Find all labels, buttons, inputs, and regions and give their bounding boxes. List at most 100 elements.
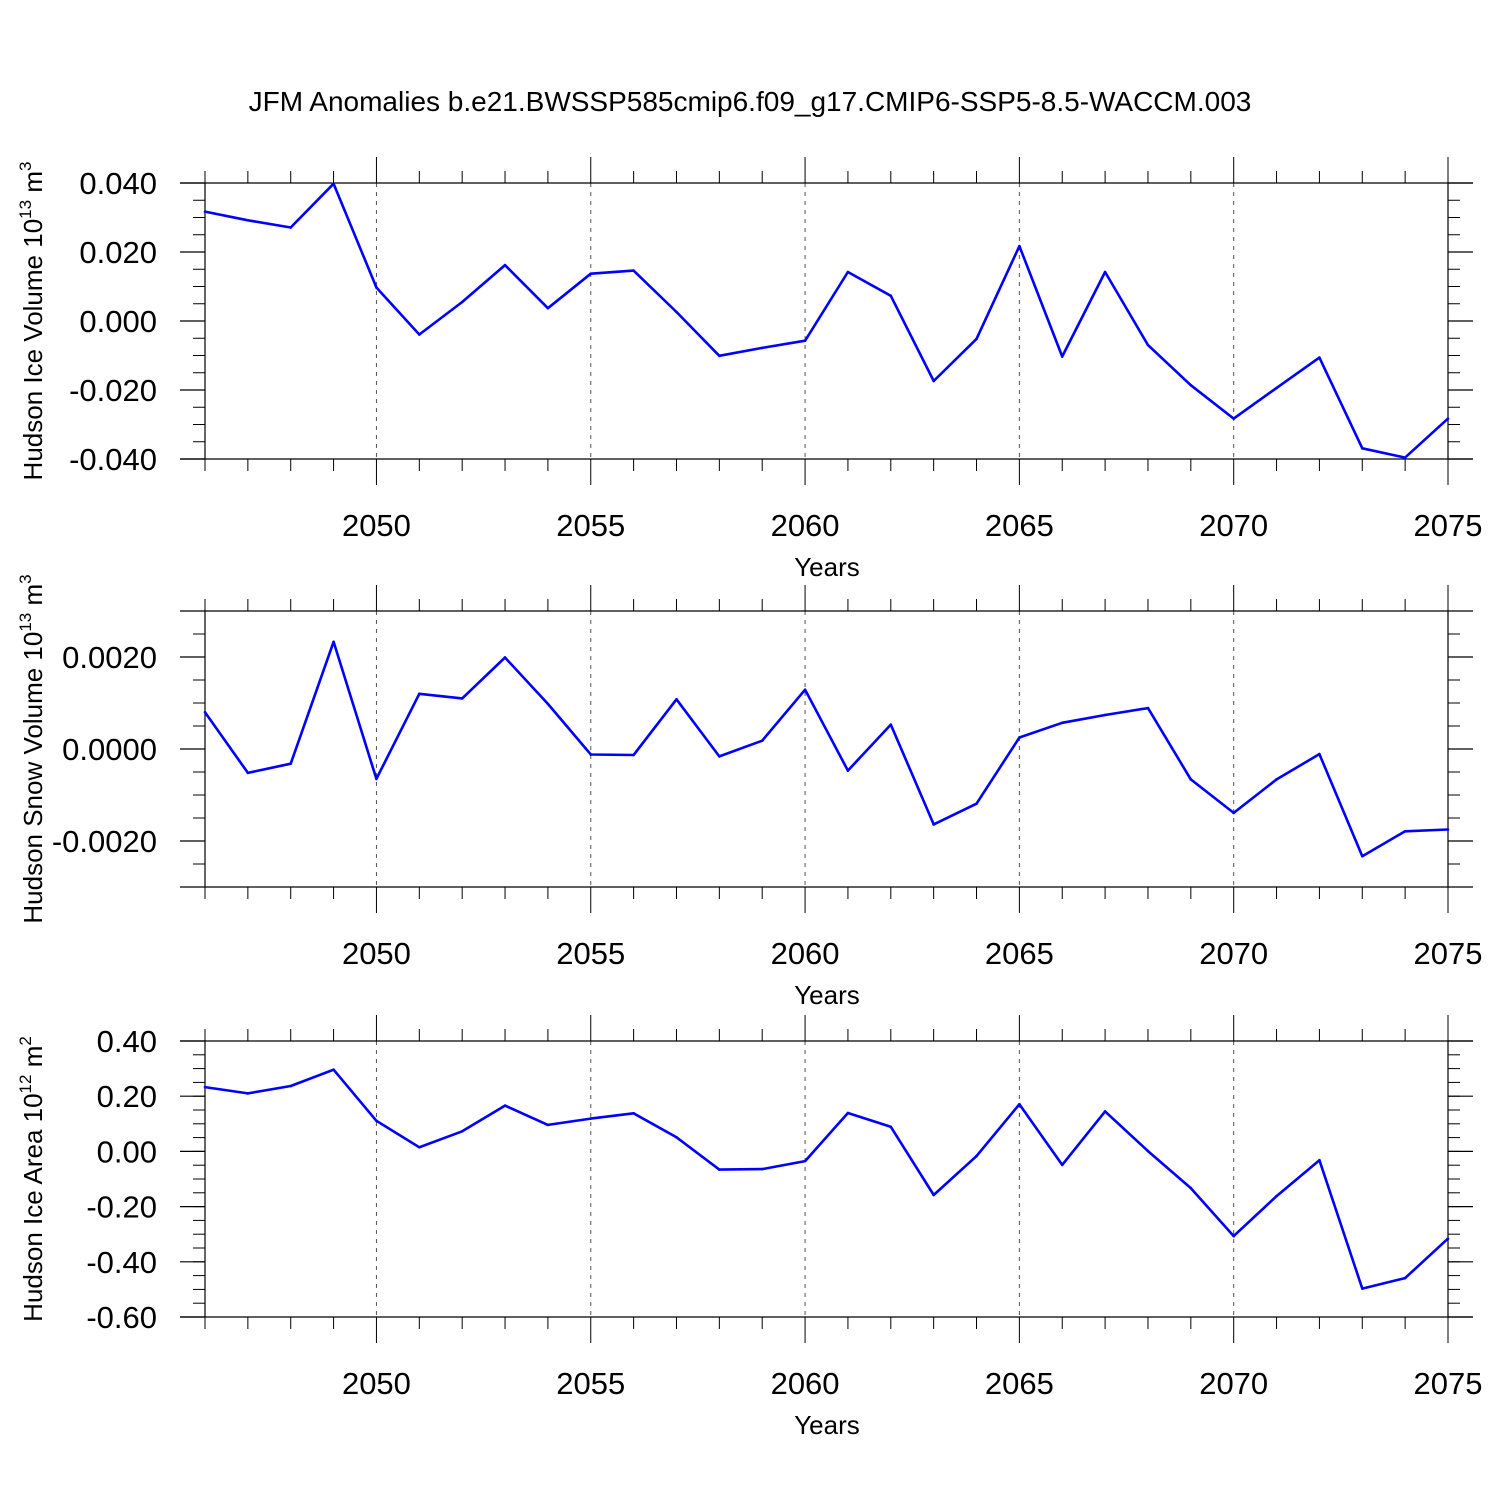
data-point	[375, 1119, 378, 1123]
data-point	[975, 337, 978, 341]
data-point	[1360, 447, 1364, 450]
y-tick-label: 0.40	[97, 1024, 157, 1059]
data-point	[932, 379, 935, 383]
x-tick-label: 2050	[342, 1366, 411, 1401]
x-tick-label: 2055	[556, 508, 625, 543]
data-point	[589, 753, 593, 756]
data-point	[632, 269, 635, 272]
data-point	[1318, 752, 1321, 756]
y-tick-label: 0.0000	[62, 732, 157, 767]
data-point	[675, 1136, 678, 1139]
data-point	[1103, 713, 1107, 717]
y-tick-label: -0.040	[69, 442, 157, 477]
data-point	[889, 294, 893, 298]
data-point	[503, 263, 507, 267]
y-axis-label-text: Hudson Ice Volume 10	[18, 219, 48, 481]
data-point	[889, 1125, 893, 1129]
y-tick-label: -0.60	[86, 1300, 157, 1335]
y-tick-label: 0.040	[79, 166, 157, 201]
data-point	[1103, 270, 1107, 274]
data-point	[546, 702, 550, 706]
data-point	[589, 1117, 593, 1120]
x-tick-label: 2075	[1414, 508, 1483, 543]
y-axis-label-unit-exponent: 2	[16, 1036, 35, 1045]
x-tick-label: 2070	[1199, 508, 1268, 543]
data-point	[846, 769, 850, 772]
data-point	[289, 226, 293, 229]
data-point	[1146, 343, 1150, 347]
data-point	[1232, 417, 1235, 420]
y-axis-label-text: Hudson Ice Area 10	[18, 1093, 48, 1321]
x-tick-label: 2070	[1199, 936, 1268, 971]
y-axis-label: Hudson Ice Volume 1013 m3	[16, 162, 48, 481]
x-tick-label: 2075	[1414, 936, 1483, 971]
data-point	[418, 692, 421, 696]
y-tick-label: -0.0020	[52, 824, 157, 859]
data-point	[289, 1084, 293, 1088]
data-point	[418, 333, 421, 336]
data-point	[1146, 706, 1150, 710]
data-point	[1060, 355, 1064, 358]
x-tick-label: 2075	[1414, 1366, 1483, 1401]
x-axis-label: Years	[794, 980, 860, 1010]
data-point	[1360, 854, 1364, 858]
y-tick-label: -0.20	[86, 1190, 157, 1225]
series-line	[203, 640, 1449, 858]
data-point	[460, 300, 464, 304]
y-axis-label-unit: m	[18, 171, 48, 200]
data-point	[803, 339, 807, 342]
data-point	[803, 1159, 807, 1163]
x-tick-label: 2050	[342, 508, 411, 543]
data-point	[1318, 1158, 1321, 1162]
data-point	[289, 762, 293, 766]
data-point	[546, 1123, 550, 1127]
x-tick-label: 2065	[985, 936, 1054, 971]
y-tick-label: 0.020	[79, 235, 157, 270]
data-point	[589, 272, 593, 276]
series-line	[204, 182, 1449, 459]
x-tick-label: 2060	[771, 508, 840, 543]
y-tick-label: -0.40	[86, 1245, 157, 1280]
y-axis-label: Hudson Ice Area 1012 m2	[16, 1036, 48, 1322]
data-point	[1446, 1237, 1450, 1240]
data-point	[503, 1104, 507, 1107]
series-line	[204, 1068, 1449, 1290]
x-tick-label: 2070	[1199, 1366, 1268, 1401]
data-point	[1189, 383, 1193, 387]
data-point	[332, 1068, 335, 1072]
y-axis-label-exponent: 12	[16, 1075, 35, 1094]
data-point	[332, 640, 335, 644]
data-point	[203, 210, 207, 213]
y-tick-label: 0.0020	[62, 640, 157, 675]
data-point	[546, 306, 550, 310]
x-tick-label: 2065	[985, 1366, 1054, 1401]
data-point	[246, 771, 250, 775]
data-point	[718, 755, 721, 758]
data-point	[846, 270, 850, 274]
data-point	[632, 753, 635, 757]
y-axis-label-exponent: 13	[16, 200, 35, 219]
y-tick-label: -0.020	[69, 373, 157, 408]
y-axis-label-unit-exponent: 3	[16, 162, 35, 171]
data-point	[503, 656, 507, 659]
y-axis-label-unit: m	[18, 584, 48, 613]
data-point	[932, 823, 935, 826]
data-point	[1403, 1276, 1407, 1280]
x-tick-label: 2060	[771, 936, 840, 971]
data-point	[1318, 356, 1321, 359]
y-axis-label-text: Hudson Snow Volume 10	[18, 632, 48, 924]
data-point	[803, 688, 807, 691]
data-point	[760, 346, 764, 350]
data-point	[375, 777, 378, 781]
x-axis-label: Years	[794, 552, 860, 582]
data-point	[889, 723, 893, 726]
data-point	[1446, 417, 1450, 420]
chart-panel-1: -0.040 -0.020 0.000 0.020 0.040 2050 2055 2060 2…	[16, 157, 1482, 582]
data-point	[332, 182, 335, 185]
data-point	[1018, 1102, 1021, 1106]
data-point	[760, 1167, 764, 1171]
data-point	[975, 1154, 978, 1158]
y-tick-label: 0.20	[97, 1079, 157, 1114]
data-point	[1275, 778, 1278, 781]
data-point	[1189, 1186, 1193, 1190]
